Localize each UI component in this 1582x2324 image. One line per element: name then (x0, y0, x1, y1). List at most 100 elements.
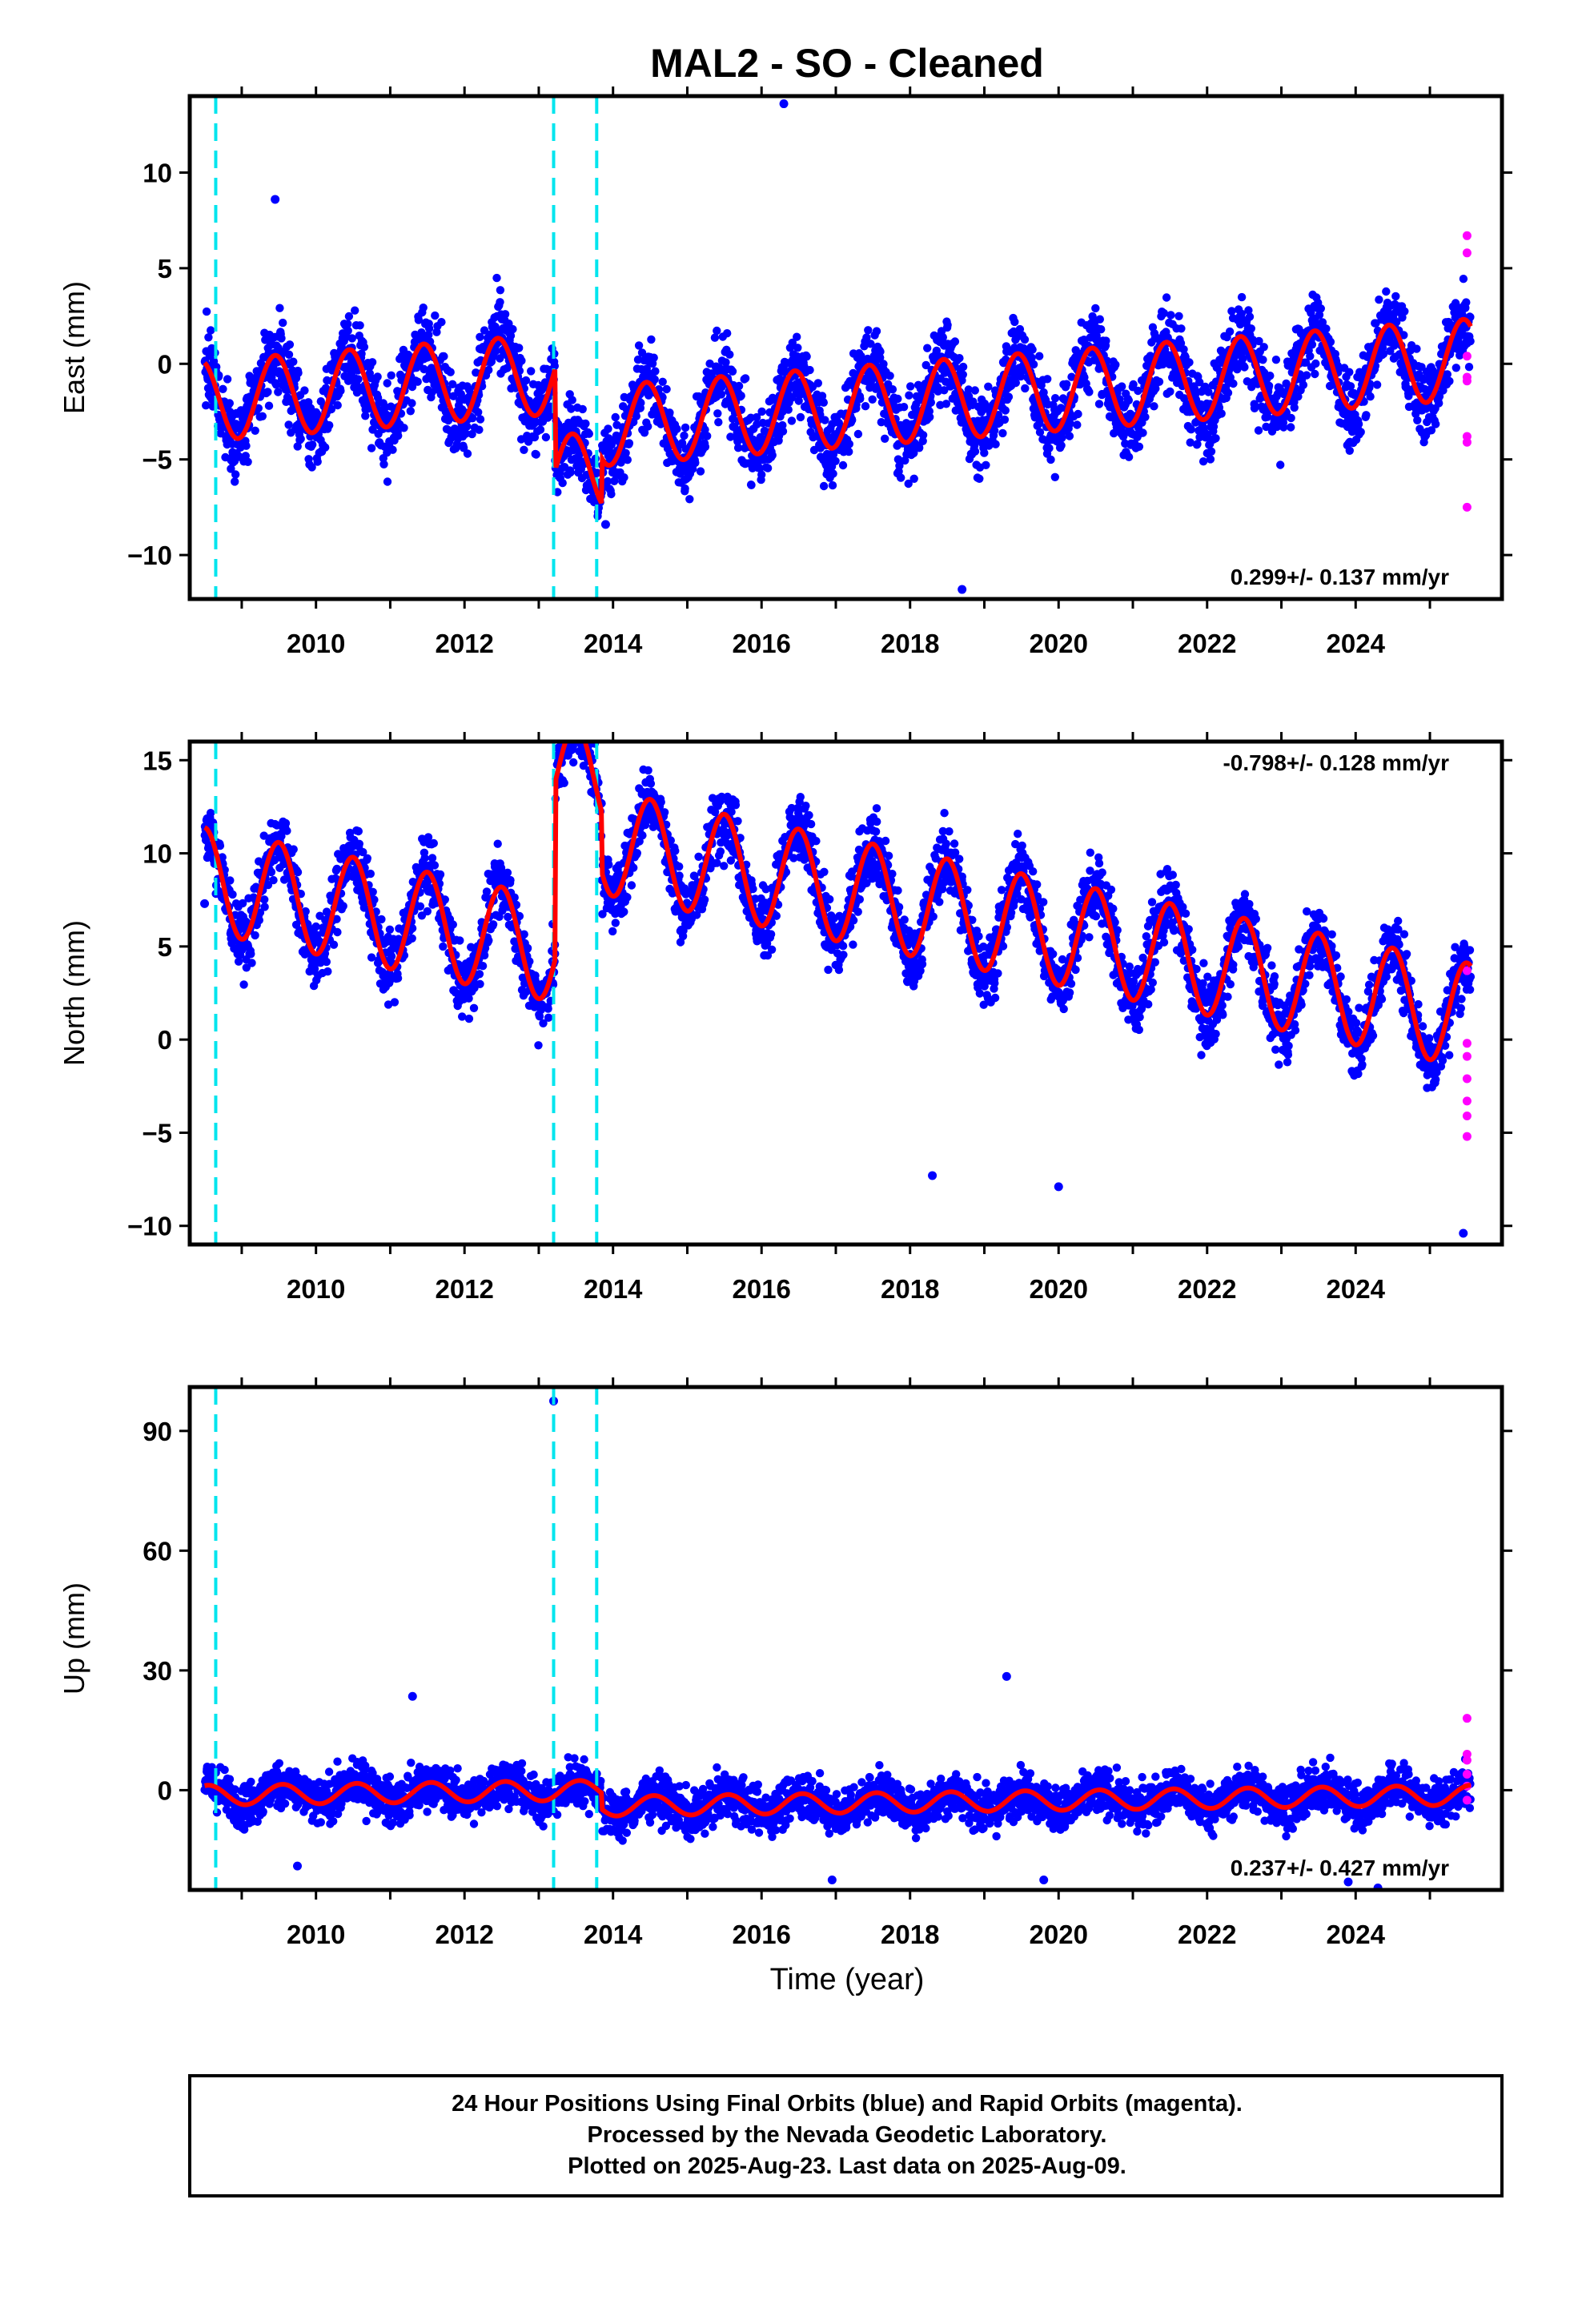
data-point (206, 809, 215, 818)
data-point (366, 869, 375, 879)
data-point (424, 324, 434, 333)
data-point (1227, 307, 1236, 316)
data-point (1141, 412, 1150, 421)
data-point (787, 416, 797, 425)
data-point (696, 467, 705, 476)
data-point (1097, 325, 1106, 334)
data-point (862, 333, 871, 342)
outlier-point (600, 520, 610, 529)
data-point (437, 318, 446, 327)
data-point (778, 427, 788, 436)
data-point (899, 403, 909, 412)
data-point (607, 489, 616, 499)
data-point (1459, 275, 1468, 283)
data-point (1067, 372, 1076, 381)
data-point (876, 353, 885, 362)
data-point (521, 376, 531, 385)
data-point (1279, 423, 1288, 432)
data-point (710, 333, 720, 342)
data-point (1193, 440, 1202, 448)
data-point (506, 875, 515, 885)
data-point (215, 841, 225, 850)
data-point (572, 713, 580, 721)
data-point (289, 845, 298, 854)
data-point (713, 409, 722, 418)
data-point (238, 899, 247, 908)
data-point (809, 445, 819, 455)
data-point (703, 432, 712, 440)
data-point (1366, 392, 1375, 401)
data-point (1400, 307, 1409, 316)
east-rate-label: 0.299+/- 0.137 mm/yr (1231, 565, 1449, 589)
data-point (1045, 444, 1054, 452)
data-point (242, 441, 251, 450)
data-point (1159, 308, 1169, 318)
data-point (1209, 422, 1219, 431)
data-point (1346, 382, 1355, 391)
data-point (413, 377, 422, 386)
data-point (247, 959, 256, 967)
data-point (1271, 356, 1281, 364)
x-tick-label: 2018 (881, 629, 939, 658)
data-point (1382, 287, 1391, 296)
data-point (1250, 404, 1259, 412)
data-point (720, 862, 729, 870)
data-point (568, 723, 576, 731)
data-point (504, 912, 512, 922)
data-point (1027, 353, 1036, 362)
data-point (313, 457, 322, 466)
data-point (918, 431, 928, 440)
data-point (888, 385, 897, 394)
data-point (681, 484, 689, 493)
data-point (567, 404, 576, 413)
data-point (1021, 384, 1030, 393)
data-point (768, 451, 777, 460)
data-point (570, 696, 578, 704)
x-tick-label: 2020 (1030, 629, 1088, 658)
data-point (1020, 335, 1030, 344)
data-point (476, 415, 485, 424)
data-point (333, 927, 342, 937)
data-point (969, 397, 978, 406)
data-point (1302, 371, 1311, 380)
data-point (638, 831, 647, 840)
data-point (541, 432, 551, 442)
data-point (634, 341, 644, 350)
data-point (1462, 298, 1471, 307)
data-point (1035, 352, 1044, 360)
data-point (893, 455, 903, 464)
data-point (1311, 359, 1320, 368)
data-point (909, 474, 918, 483)
data-point (1266, 372, 1275, 380)
data-point (1046, 455, 1055, 464)
data-point (581, 722, 589, 730)
data-point (239, 980, 248, 989)
east-final-points (200, 99, 1475, 594)
data-point (379, 460, 388, 468)
data-point (677, 439, 687, 448)
data-point (1307, 308, 1315, 317)
data-point (1050, 472, 1060, 481)
y-tick-label: 0 (158, 349, 172, 379)
data-point (1185, 358, 1194, 367)
data-point (321, 443, 330, 452)
data-point (408, 934, 416, 943)
data-point (895, 461, 904, 470)
data-point (1186, 425, 1196, 434)
data-point (431, 311, 440, 320)
data-point (472, 368, 480, 377)
data-point (296, 434, 305, 444)
data-point (793, 332, 801, 341)
data-point (845, 440, 854, 448)
data-point (243, 457, 252, 466)
data-point (1043, 375, 1052, 384)
data-point (716, 847, 725, 856)
data-point (219, 384, 227, 393)
data-point (926, 412, 934, 421)
data-point (1080, 373, 1089, 382)
data-point (932, 346, 942, 356)
data-point (1050, 394, 1060, 403)
data-point (1238, 354, 1247, 364)
data-point (813, 379, 822, 388)
